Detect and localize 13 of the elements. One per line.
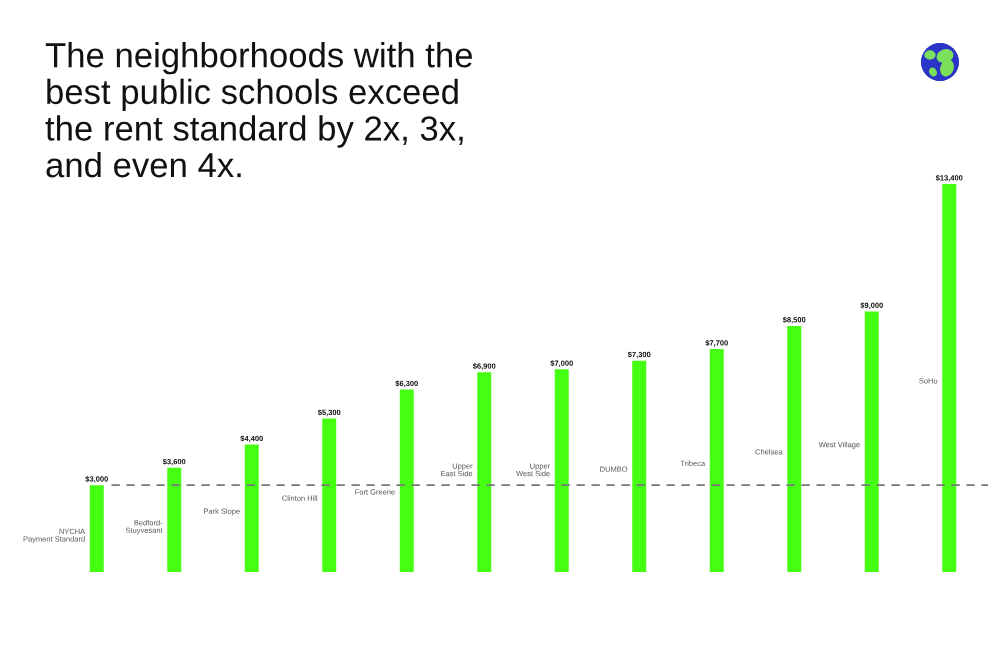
bar: [942, 184, 957, 572]
chart-title: The neighborhoods with the best public schools exceed the rent standard by 2x, 3x, and even 4x.: [45, 42, 472, 178]
bar: [167, 467, 182, 572]
bar: [322, 418, 337, 572]
bar: [399, 389, 414, 572]
bar: [787, 325, 802, 572]
bar: [864, 311, 879, 572]
bar: [554, 369, 569, 572]
bar: [477, 372, 492, 572]
bar: [709, 349, 724, 572]
bar: [244, 444, 259, 572]
bar: [632, 360, 647, 572]
bar: [89, 485, 104, 572]
